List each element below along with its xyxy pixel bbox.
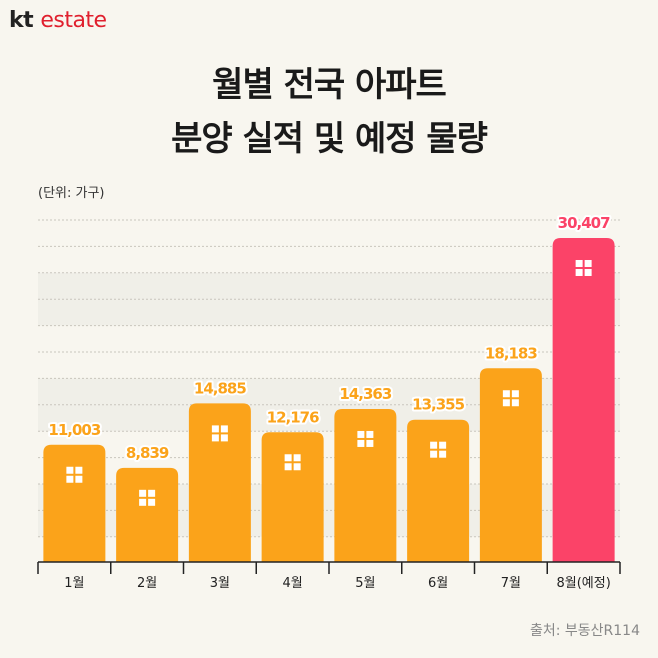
bar [407,419,470,562]
window-icon [148,489,156,497]
window-icon [357,439,365,447]
grid-band [38,299,620,326]
window-icon [502,390,510,398]
grid-band [38,272,620,300]
value-label: 11,003 [48,421,100,439]
logo-estate: estate [40,8,107,33]
window-icon [575,260,583,267]
category-label: 7월 [501,576,521,591]
title-line-1: 월별 전국 아파트 [212,65,447,105]
window-icon [139,498,147,506]
category-label: 3월 [210,576,230,591]
window-icon [293,454,301,462]
source-label: 출처: 부동산R114 [529,623,640,639]
window-icon [148,498,156,506]
category-label: 5월 [355,576,375,591]
window-icon [66,475,74,483]
window-icon [502,399,510,407]
window-icon [439,450,447,458]
title-line-2: 분양 실적 및 예정 물량 [171,119,488,159]
window-icon [75,466,83,474]
bar [43,444,106,562]
logo-kt: kt [9,8,34,33]
value-label: 12,176 [267,408,319,426]
chart-title: 월별 전국 아파트 분양 실적 및 예정 물량 [0,58,658,166]
kt-estate-logo: kt estate [9,8,107,33]
bar [334,408,397,562]
bar [552,238,615,562]
window-icon [211,434,219,442]
window-icon [357,430,365,438]
value-label: 13,355 [412,396,464,414]
window-icon [366,430,374,438]
category-label: 2월 [137,576,157,591]
category-label: 8월(예정) [556,576,610,591]
window-icon [430,441,438,449]
window-icon [511,390,519,398]
window-icon [284,454,292,462]
value-label: 18,183 [485,344,537,362]
bar [116,467,179,562]
unit-label: (단위: 가구) [38,186,105,201]
window-icon [366,439,374,447]
window-icon [284,463,292,471]
window-icon [220,425,228,433]
bar [479,368,542,562]
value-label: 30,407 [558,214,610,232]
window-icon [220,434,228,442]
category-label: 6월 [428,576,448,591]
window-icon [430,450,438,458]
window-icon [575,269,583,276]
bar [261,432,324,562]
window-icon [75,475,83,483]
window-icon [139,489,147,497]
window-icon [511,399,519,407]
window-icon [66,466,74,474]
category-label: 4월 [283,576,303,591]
window-icon [584,269,592,276]
value-label: 8,839 [126,444,169,462]
category-label: 1월 [64,576,84,591]
window-icon [439,441,447,449]
window-icon [293,463,301,471]
bar [188,403,251,562]
window-icon [584,260,592,267]
value-label: 14,363 [339,385,391,403]
value-label: 14,885 [194,379,246,397]
window-icon [211,425,219,433]
